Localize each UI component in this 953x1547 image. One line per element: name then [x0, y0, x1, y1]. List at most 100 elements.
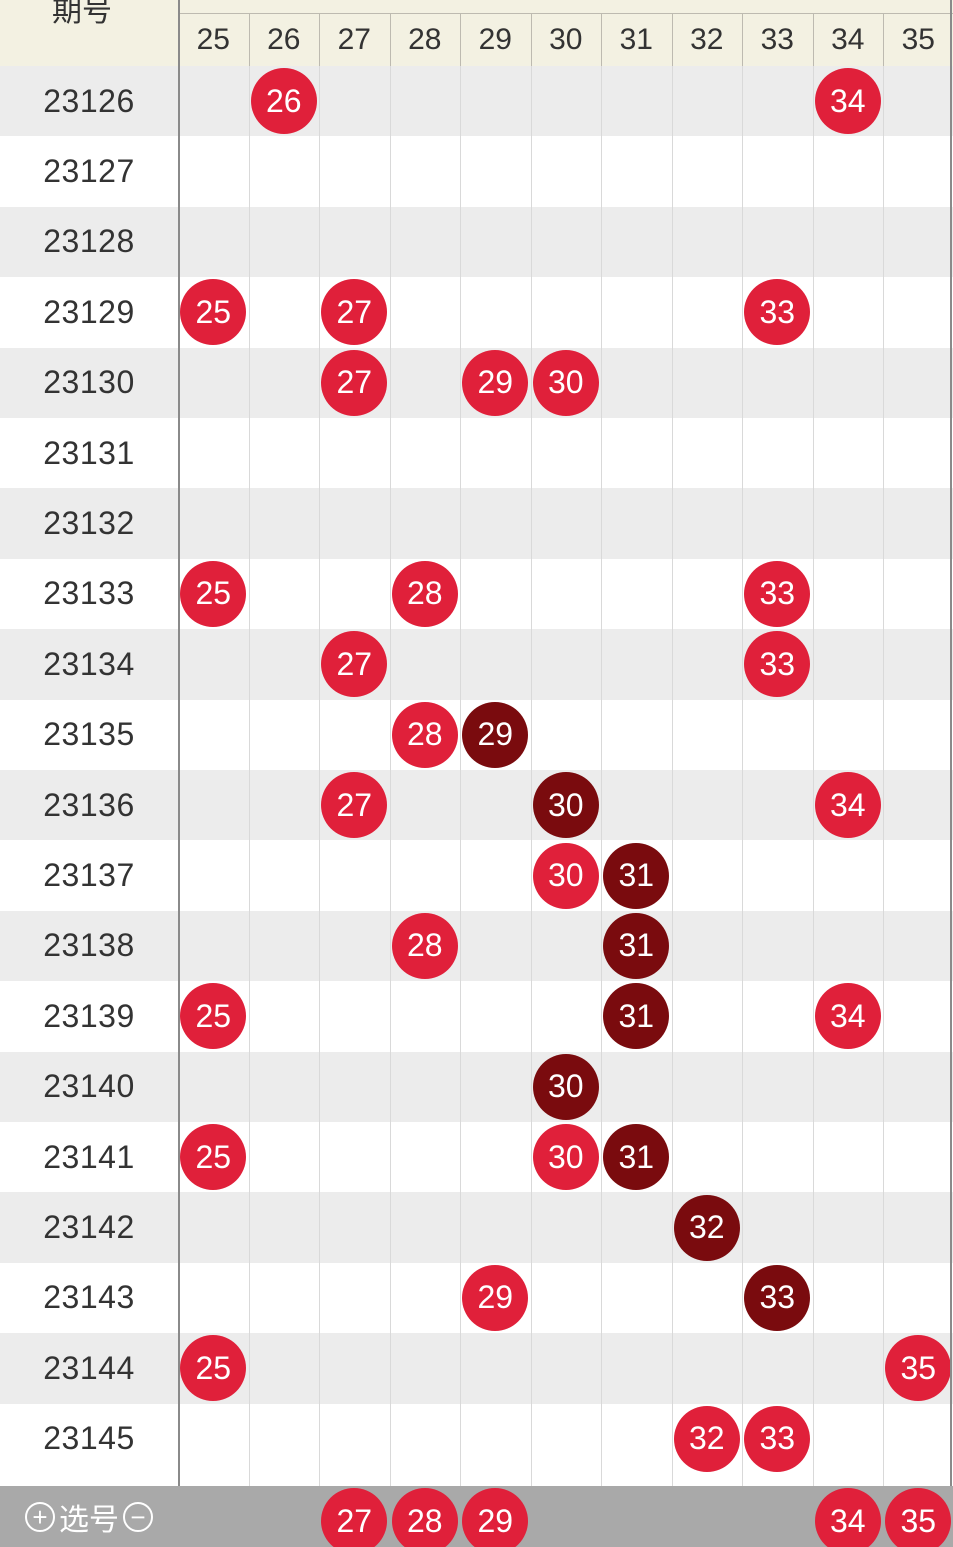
number-ball: 32 — [673, 1405, 740, 1472]
number-ball: 30 — [532, 842, 599, 909]
table-row: 23138 28 31 — [0, 910, 953, 982]
table-row: 23140 30 — [0, 1051, 953, 1122]
column-header-32: 32 — [690, 23, 724, 56]
number-ball: 25 — [180, 560, 247, 627]
number-ball: 25 — [180, 1124, 247, 1191]
period-number: 23131 — [43, 434, 135, 471]
table-row: 23144 25 35 — [0, 1333, 953, 1404]
table-row: 23130 27 29 30 — [0, 347, 953, 418]
selected-number-ball[interactable]: 29 — [462, 1488, 529, 1547]
period-number: 23145 — [43, 1420, 135, 1457]
column-header-row: 期号 25 26 27 28 29 30 31 32 33 34 35 — [0, 0, 953, 66]
column-divider — [389, 66, 391, 1486]
table-row: 23131 — [0, 418, 953, 489]
number-ball: 25 — [180, 1335, 247, 1402]
number-ball: 29 — [462, 1264, 529, 1331]
table-row: 23127 — [0, 136, 953, 207]
table-row: 23145 32 33 — [0, 1403, 953, 1474]
column-divider — [248, 66, 250, 1486]
period-number: 23133 — [43, 575, 135, 612]
header-divider — [460, 14, 461, 66]
label-divider-line — [178, 0, 180, 1547]
table-row: 23133 25 28 33 — [0, 558, 953, 630]
selected-number-ball[interactable]: 27 — [321, 1488, 388, 1547]
period-header-label: 期号 — [52, 0, 112, 28]
table-row: 23132 — [0, 488, 953, 559]
table-row: 23128 — [0, 206, 953, 278]
table-row: 23134 27 33 — [0, 629, 953, 700]
period-number: 23130 — [43, 364, 135, 401]
column-divider — [530, 66, 532, 1486]
number-ball: 27 — [321, 772, 388, 839]
number-ball: 25 — [180, 983, 247, 1050]
column-header-29: 29 — [478, 23, 512, 56]
header-divider — [742, 14, 743, 66]
column-divider — [460, 66, 461, 1486]
number-ball: 33 — [744, 1264, 811, 1331]
minus-circle-icon[interactable]: − — [123, 1501, 153, 1532]
header-divider — [530, 14, 532, 66]
column-divider — [319, 66, 320, 1486]
table-row: 23143 29 33 — [0, 1262, 953, 1334]
number-ball: 28 — [391, 560, 458, 627]
number-ball: 33 — [744, 631, 811, 698]
period-number: 23126 — [43, 82, 135, 119]
number-ball: 30 — [532, 772, 599, 839]
right-border-line — [950, 0, 952, 1547]
number-ball: 25 — [180, 279, 247, 346]
select-number-control[interactable]: + 选号 − — [0, 1486, 178, 1547]
column-header-30: 30 — [549, 23, 583, 56]
column-divider — [671, 66, 673, 1486]
number-ball: 26 — [250, 68, 317, 135]
column-divider — [812, 66, 814, 1486]
header-top-strip — [178, 0, 953, 14]
number-ball: 27 — [321, 279, 388, 346]
column-header-25: 25 — [196, 23, 230, 56]
selected-number-ball[interactable]: 34 — [814, 1488, 881, 1547]
table-row: 23136 27 30 34 — [0, 770, 953, 841]
column-header-28: 28 — [408, 23, 442, 56]
period-number: 23127 — [43, 153, 135, 190]
column-header-26: 26 — [267, 23, 301, 56]
column-header-35: 35 — [901, 23, 935, 56]
period-number: 23136 — [43, 786, 135, 823]
number-ball: 34 — [814, 772, 881, 839]
period-number: 23144 — [43, 1349, 135, 1386]
number-ball: 31 — [603, 983, 670, 1050]
header-divider — [812, 14, 814, 66]
number-ball: 30 — [532, 1053, 599, 1120]
table-row: 23135 28 29 — [0, 699, 953, 770]
column-divider — [742, 66, 743, 1486]
number-ball: 28 — [391, 701, 458, 768]
header-divider — [389, 14, 391, 66]
number-ball: 31 — [603, 842, 670, 909]
period-number: 23138 — [43, 927, 135, 964]
table-row: 23129 25 27 33 — [0, 277, 953, 348]
select-number-label: 选号 — [59, 1503, 119, 1537]
number-ball: 29 — [462, 701, 529, 768]
number-ball: 33 — [744, 279, 811, 346]
period-number: 23134 — [43, 645, 135, 682]
period-number: 23129 — [43, 293, 135, 330]
period-number: 23132 — [43, 505, 135, 542]
number-ball: 31 — [603, 1124, 670, 1191]
period-number: 23141 — [43, 1138, 135, 1175]
column-header-27: 27 — [337, 23, 371, 56]
selected-number-ball[interactable]: 28 — [391, 1488, 458, 1547]
period-number: 23128 — [43, 223, 135, 260]
table-row: 23139 25 31 34 — [0, 981, 953, 1052]
number-ball: 34 — [814, 68, 881, 135]
number-selection-row: + 选号 − 27 28 29 34 35 — [0, 1486, 953, 1547]
period-number: 23135 — [43, 716, 135, 753]
plus-circle-icon[interactable]: + — [25, 1501, 55, 1532]
header-divider — [671, 14, 673, 66]
number-ball: 32 — [673, 1194, 740, 1261]
number-ball: 27 — [321, 631, 388, 698]
header-divider — [601, 14, 602, 66]
number-ball: 29 — [462, 349, 529, 416]
period-number: 23140 — [43, 1068, 135, 1105]
selected-number-ball[interactable]: 35 — [885, 1488, 952, 1547]
period-number: 23139 — [43, 997, 135, 1034]
number-ball: 27 — [321, 349, 388, 416]
